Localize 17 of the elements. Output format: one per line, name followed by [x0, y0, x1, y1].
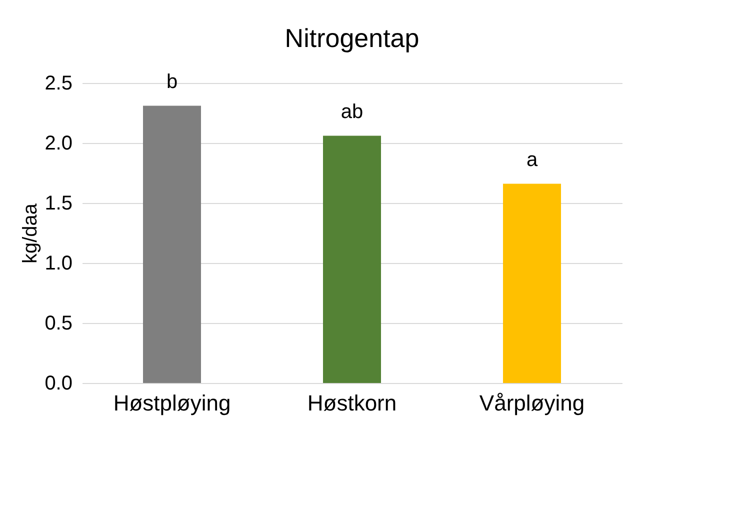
x-tick-label: Høstkorn: [307, 390, 397, 416]
y-tick-label: 1.0: [44, 252, 72, 274]
y-tick-label: 2.5: [44, 72, 72, 94]
y-tick-label: 0.0: [44, 372, 72, 394]
bar: [143, 106, 201, 383]
chart-title: Nitrogentap: [284, 22, 420, 53]
y-tick-label: 0.5: [44, 312, 72, 334]
annotation: a: [526, 148, 538, 171]
annotation: b: [166, 70, 178, 93]
annotation: ab: [340, 100, 364, 123]
y-tick-label: 2.0: [44, 132, 72, 154]
x-tick-label: Høstpløying: [113, 390, 231, 416]
y-axis-title: kg/daa: [20, 202, 42, 264]
x-tick-label: Vårpløying: [479, 390, 585, 416]
bar: [323, 136, 381, 383]
bar: [503, 184, 561, 383]
y-tick-label: 1.5: [44, 192, 72, 214]
